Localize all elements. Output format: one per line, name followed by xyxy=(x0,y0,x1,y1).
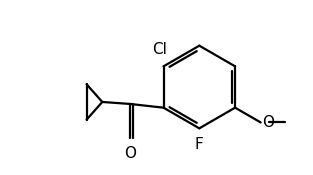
Text: F: F xyxy=(195,137,204,152)
Text: Cl: Cl xyxy=(152,41,167,57)
Text: O: O xyxy=(124,146,136,161)
Text: O: O xyxy=(262,115,274,130)
